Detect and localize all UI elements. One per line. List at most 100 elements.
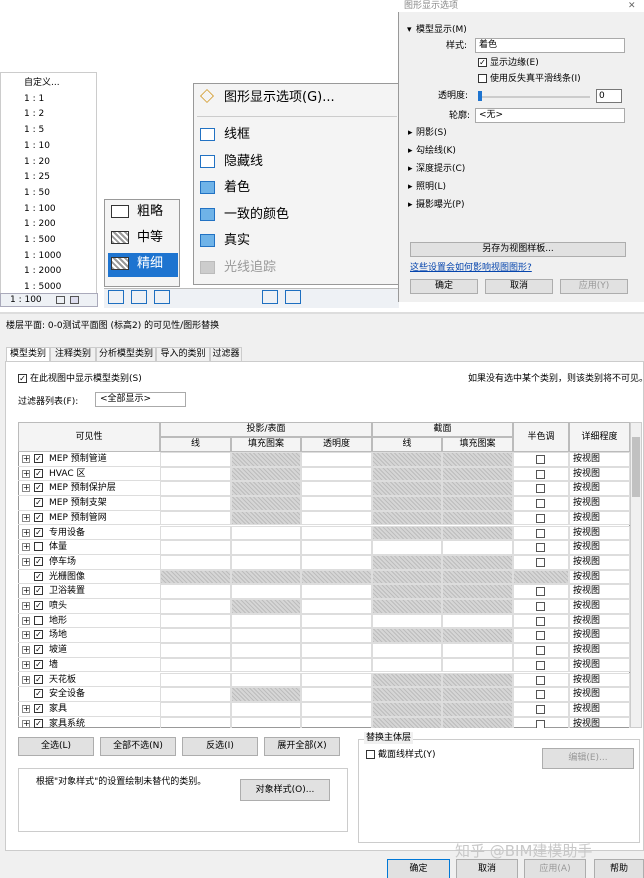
scale-item[interactable]: 自定义... [24,78,60,88]
detail-level[interactable]: 按视图 [573,527,601,538]
expander[interactable]: + [22,556,30,566]
section-header[interactable]: 勾绘线(K) [416,146,456,156]
expander[interactable]: + [22,468,30,478]
section-header[interactable]: 深度提示(C) [416,164,466,174]
detail-level[interactable]: 按视图 [573,512,601,523]
expander[interactable]: + [22,703,30,713]
halftone-checkbox[interactable] [536,675,545,685]
style-item[interactable]: 光线追踪 [224,259,277,275]
section-header[interactable]: 模型显示(M) [416,25,467,35]
detail-level[interactable]: 按视图 [573,571,601,582]
scale-item[interactable]: 1 : 25 [24,172,50,183]
detail-level[interactable]: 按视图 [573,586,601,597]
checkbox-label[interactable]: 使用反失真平滑线条(I) [490,74,581,84]
halftone-checkbox[interactable] [536,484,545,494]
checkbox-label[interactable]: 截面线样式(Y) [378,750,436,760]
button[interactable]: 全部不选(N) [100,737,176,756]
section-header[interactable]: 摄影曝光(P) [416,200,465,210]
checkbox[interactable]: ✓ [34,483,43,493]
checkbox[interactable]: ✓ [34,556,43,566]
checkbox[interactable]: ✓ [34,468,43,478]
button[interactable]: 确定 [387,859,450,878]
button[interactable]: 展开全部(X) [264,737,340,756]
button[interactable]: 编辑(E)... [542,748,634,769]
halftone-checkbox[interactable] [536,631,545,641]
halftone-checkbox[interactable] [536,602,545,611]
expander[interactable]: + [22,601,30,610]
silhouette-dropdown[interactable]: <无> [475,108,625,123]
checkbox-label[interactable]: 在此视图中显示模型类别(S) [30,374,142,384]
help-link[interactable]: 这些设置会如何影响视图图形? [410,263,532,273]
filter-dropdown[interactable]: <全部显示> [95,392,186,407]
button[interactable]: 确定 [410,279,478,294]
expander[interactable]: + [22,586,30,596]
button[interactable]: 取消 [485,279,553,294]
checkbox[interactable]: ✓ [34,601,43,610]
transparency-input[interactable]: 0 [596,89,622,103]
button[interactable]: 对象样式(O)... [240,779,330,801]
checkbox[interactable]: ✓ [34,689,43,699]
halftone-checkbox[interactable] [536,646,545,656]
scale-item[interactable]: 1 : 20 [24,156,50,167]
style-item[interactable]: 真实 [224,233,251,248]
expander[interactable]: + [22,542,30,552]
checkbox[interactable]: ✓ [34,586,43,596]
scale-item[interactable]: 1 : 200 [24,219,56,230]
detail-item[interactable]: 精细 [137,256,164,271]
button[interactable]: 取消 [456,859,518,878]
scale-item[interactable]: 1 : 5000 [24,282,62,293]
checkbox[interactable]: ✓ [34,718,43,728]
halftone-checkbox[interactable] [536,455,545,464]
detail-level[interactable]: 按视图 [573,601,601,611]
detail-level[interactable]: 按视图 [573,630,601,641]
halftone-checkbox[interactable] [536,660,545,670]
halftone-checkbox[interactable] [536,469,545,479]
detail-level[interactable]: 按视图 [573,498,601,509]
detail-item[interactable]: 粗略 [137,204,164,219]
section-header[interactable]: 阴影(S) [416,128,447,138]
expander[interactable]: + [22,645,30,655]
checkbox[interactable]: ✓ [34,703,43,713]
scale-item[interactable]: 1 : 10 [24,140,50,151]
checkbox[interactable]: ✓ [34,630,43,640]
checkbox[interactable]: ✓ [34,512,43,522]
scale-item[interactable]: 1 : 100 [24,203,56,214]
button[interactable]: 反选(I) [182,737,258,756]
detail-level[interactable]: 按视图 [573,468,601,479]
checkbox[interactable]: ✓ [34,498,43,508]
checkbox[interactable] [366,750,375,759]
button[interactable]: 全选(L) [18,737,94,756]
style-item[interactable]: 一致的颜色 [224,206,290,222]
section-header[interactable]: 照明(L) [416,182,447,192]
expander[interactable]: + [22,512,30,522]
button[interactable]: 帮助 [594,859,644,878]
detail-level[interactable]: 按视图 [573,703,601,714]
detail-level[interactable]: 按视图 [573,483,601,494]
halftone-checkbox[interactable] [536,616,545,626]
checkbox[interactable]: ✓ [18,374,27,383]
expander[interactable]: + [22,454,30,463]
detail-level[interactable]: 按视图 [573,674,601,685]
checkbox[interactable]: ✓ [478,58,487,67]
detail-level[interactable]: 按视图 [573,689,601,700]
checkbox[interactable]: ✓ [34,659,43,669]
scale-item[interactable]: 1 : 2 [24,109,45,120]
halftone-checkbox[interactable] [536,704,545,714]
tab[interactable]: 过滤器 [210,347,242,362]
style-item[interactable]: 着色 [224,180,251,195]
halftone-checkbox[interactable] [536,543,545,553]
expander[interactable]: + [22,659,30,669]
checkbox[interactable]: ✓ [34,527,43,537]
expander[interactable]: + [22,674,30,684]
halftone-checkbox[interactable] [536,719,545,728]
detail-level[interactable]: 按视图 [573,556,601,567]
tab[interactable]: 注释类别 [50,347,96,362]
scale-item[interactable]: 1 : 500 [24,235,56,245]
checkbox[interactable]: ✓ [34,454,43,463]
halftone-checkbox[interactable] [536,587,545,597]
halftone-checkbox[interactable] [536,499,545,509]
expander[interactable]: + [22,630,30,640]
checkbox[interactable] [478,74,487,83]
scale-item[interactable]: 1 : 1000 [24,250,62,261]
button[interactable]: 应用(A) [524,859,586,878]
